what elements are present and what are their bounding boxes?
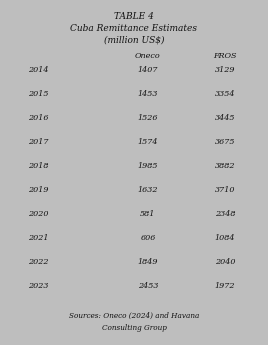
Text: 1985: 1985 [138, 162, 158, 170]
Text: 606: 606 [140, 234, 156, 242]
Text: 2019: 2019 [28, 186, 48, 194]
Text: 2021: 2021 [28, 234, 48, 242]
Text: 3129: 3129 [215, 66, 235, 74]
Text: 1453: 1453 [138, 90, 158, 98]
Text: Cuba Remittance Estimates: Cuba Remittance Estimates [70, 24, 198, 33]
Text: 2014: 2014 [28, 66, 48, 74]
Text: 3710: 3710 [215, 186, 235, 194]
Text: 1526: 1526 [138, 114, 158, 122]
Text: 2040: 2040 [215, 258, 235, 266]
Text: Oneco: Oneco [135, 52, 161, 60]
Text: 1849: 1849 [138, 258, 158, 266]
Text: 581: 581 [140, 210, 156, 218]
Text: 3882: 3882 [215, 162, 235, 170]
Text: Consulting Group: Consulting Group [102, 324, 166, 332]
Text: 3675: 3675 [215, 138, 235, 146]
Text: FROS: FROS [213, 52, 237, 60]
Text: TABLE 4: TABLE 4 [114, 12, 154, 21]
Text: 2016: 2016 [28, 114, 48, 122]
Text: 2022: 2022 [28, 258, 48, 266]
Text: 3354: 3354 [215, 90, 235, 98]
Text: 1407: 1407 [138, 66, 158, 74]
Text: 2023: 2023 [28, 282, 48, 290]
Text: 2020: 2020 [28, 210, 48, 218]
Text: 1084: 1084 [215, 234, 235, 242]
Text: 1972: 1972 [215, 282, 235, 290]
Text: 2015: 2015 [28, 90, 48, 98]
Text: Sources: Oneco (2024) and Havana: Sources: Oneco (2024) and Havana [69, 312, 199, 320]
Text: 1574: 1574 [138, 138, 158, 146]
Text: 2017: 2017 [28, 138, 48, 146]
Text: 1632: 1632 [138, 186, 158, 194]
Text: 3445: 3445 [215, 114, 235, 122]
Text: 2018: 2018 [28, 162, 48, 170]
Text: (million US$): (million US$) [104, 36, 164, 45]
Text: 2348: 2348 [215, 210, 235, 218]
Text: 2453: 2453 [138, 282, 158, 290]
